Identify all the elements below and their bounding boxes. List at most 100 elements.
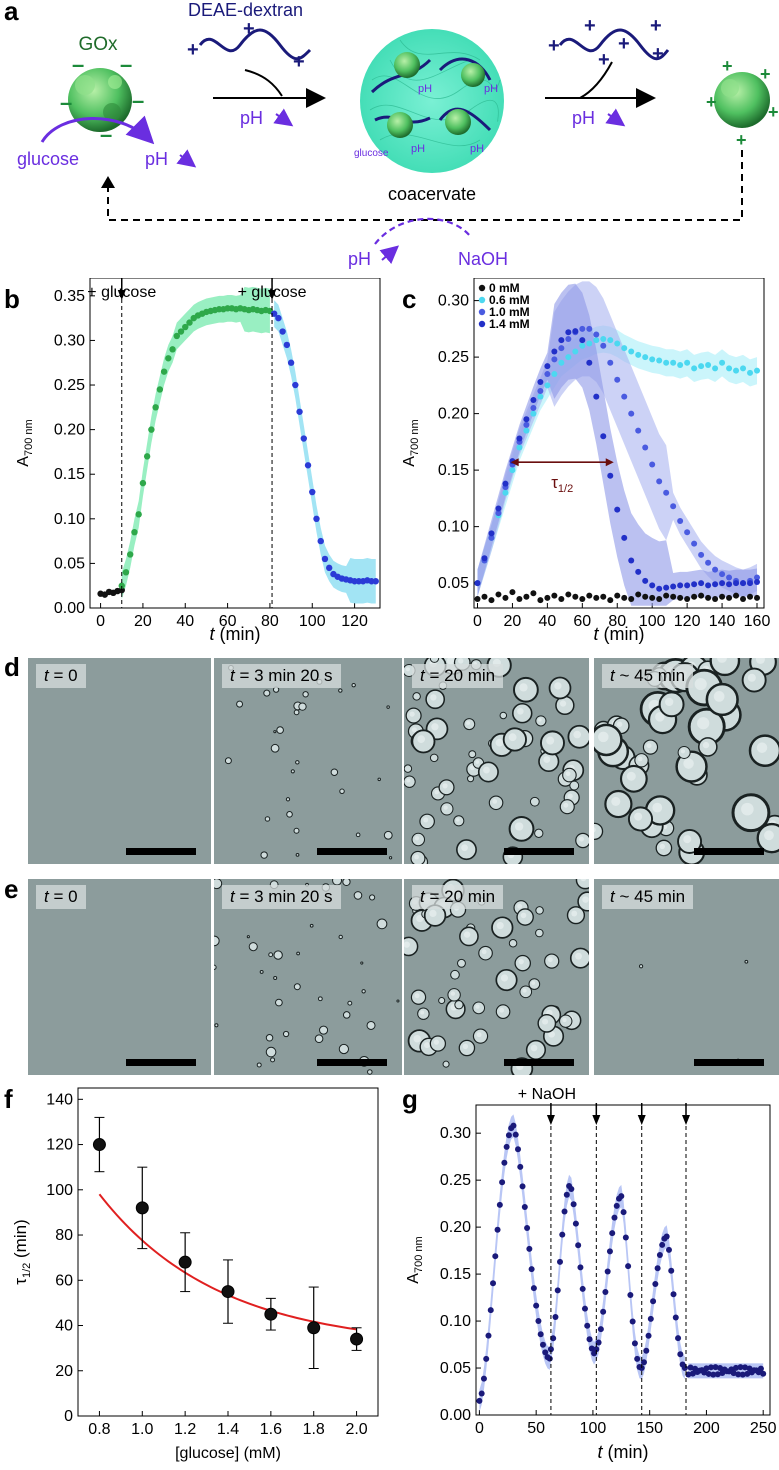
data-point [726,574,733,581]
event-label: + glucose [238,284,307,301]
inner-glucose: glucose [354,148,389,159]
data-point [554,1287,561,1294]
droplet-highlight [462,1043,469,1050]
droplet-highlight [446,658,455,665]
data-point [139,479,147,487]
panel-letter-f: f [4,1084,13,1114]
droplet-highlight [406,778,411,783]
x-tick-label: 20 [504,613,522,630]
droplet-highlight [538,718,542,722]
tau-sub: 1/2 [558,483,573,495]
scale-bar [317,848,387,855]
data-point [561,1208,568,1215]
droplet-highlight [495,738,504,747]
data-point [739,1371,746,1378]
data-point [742,1364,749,1371]
data-point [523,416,530,423]
svg-text:+: + [768,102,779,122]
data-point [677,362,684,369]
x-tick-label: 60 [219,613,237,630]
event-label: + glucose [87,284,156,301]
data-point [621,594,628,601]
droplet-highlight [499,1007,505,1013]
droplet-highlight [548,1030,555,1038]
data-point [714,1371,721,1378]
x-tick-label: 1.4 [217,1421,239,1438]
data-point [160,368,168,375]
y-axis-label: A700 nm [401,419,421,466]
droplet-highlight [424,1042,430,1049]
data-point [264,1307,278,1321]
data-point [495,505,502,512]
time-value: = 20 min [424,887,496,906]
panel-letter-g: g [402,1084,418,1114]
gox-positive-charges: + ++ ++ [706,56,779,150]
event-arrowhead-icon [268,290,277,300]
event-arrowhead-icon [682,1115,690,1125]
data-point [614,506,621,513]
y-axis-label-sub: 700 nm [409,419,421,456]
data-point [575,1242,582,1249]
data-point [593,337,600,344]
droplet-highlight [665,697,674,707]
data-point [747,593,754,600]
x-axis-label-var: t [593,624,599,644]
y-tick-label: 0.25 [54,377,85,394]
data-point [321,555,329,563]
data-point [474,595,481,602]
data-point [663,359,670,366]
droplet-highlight [616,721,623,727]
data-point [622,1234,629,1241]
droplet-highlight [431,723,439,731]
time-label: t ~ 45 min [602,885,694,909]
data-point [665,1246,672,1253]
droplet [248,942,258,952]
scale-bar [504,1059,574,1066]
scale-bar [694,848,764,855]
chart-c: 0 20 40 60 80 100 120 140 160 0.05 0.10 0.15 0.20 0.2… [401,278,770,644]
data-point [600,433,607,440]
data-point [684,529,691,536]
droplet-field [224,664,393,860]
droplet-highlight [466,721,471,725]
data-point [530,1285,537,1292]
data-point [503,1143,510,1150]
droplet [270,1057,276,1063]
data-point [558,337,565,344]
y-axis-label-main: τ [11,1278,30,1285]
data-point [474,580,481,587]
data-point [650,1298,657,1305]
data-point [488,534,495,541]
polymer-positive-charges: + + + [187,18,305,73]
time-label: t ~ 45 min [602,664,694,688]
data-point [501,1159,508,1166]
data-point [642,354,649,361]
tau-label: τ1/2 [551,473,573,495]
gox-enzyme-icon [68,68,132,132]
droplet-highlight [562,1017,567,1023]
droplet-highlight [563,802,569,808]
droplet [342,879,351,887]
droplet-highlight [405,667,410,672]
droplet-highlight [481,949,487,955]
tau-arrowhead-left-icon [510,458,519,467]
x-tick-label: 140 [709,613,736,630]
y-axis-label-main: A [15,456,32,467]
data-point [586,325,593,332]
data-point [182,323,189,331]
droplet [260,851,268,859]
y-tick-label: 0.20 [54,422,85,439]
data-point [656,357,663,364]
data-point [705,594,712,601]
data-point [287,359,295,366]
y-tick-label: 0.00 [54,600,85,617]
data-point [509,589,516,596]
x-tick-label: 60 [573,613,591,630]
droplet-highlight [518,958,524,965]
data-point [600,336,607,343]
data-point [300,435,307,442]
x-axis-label: t (min) [593,624,644,644]
ph-decrease-icon [176,149,197,168]
data-point [614,340,621,347]
micrograph-d-1: t = 0 [28,658,211,864]
